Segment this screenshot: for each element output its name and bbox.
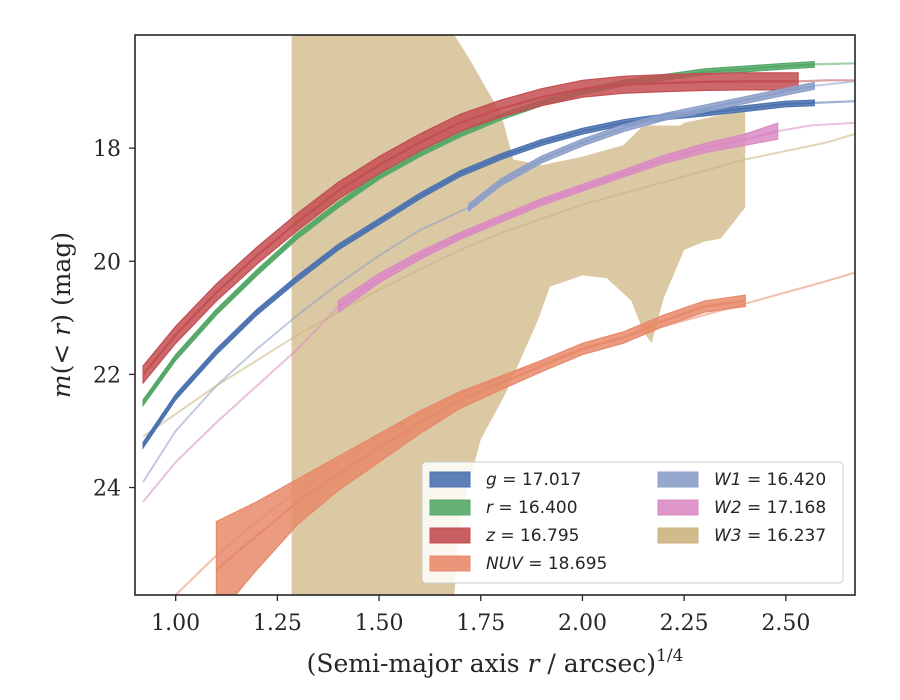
legend-frame xyxy=(421,461,844,584)
legend-item-z: z = 16.795 xyxy=(429,526,579,546)
legend-swatch xyxy=(657,499,699,516)
y-axis-title: m(< r) (mag) xyxy=(47,232,76,398)
legend-label: W1 = 16.420 xyxy=(714,470,826,490)
legend-item-g: g = 17.017 xyxy=(429,470,581,490)
legend-swatch xyxy=(429,555,471,572)
y-tick-label: 24 xyxy=(93,477,121,502)
profile-band-w1 xyxy=(468,81,815,213)
legend-label: NUV = 18.695 xyxy=(486,554,607,574)
fit-line-g xyxy=(814,100,855,104)
x-tick-label: 1.25 xyxy=(253,611,302,636)
band-w3 xyxy=(291,35,746,595)
legend-item-w1: W1 = 16.420 xyxy=(657,470,826,490)
x-tick-label: 2.50 xyxy=(761,611,810,636)
x-axis: 1.00 1.25 1.50 1.75 2.00 2.25 2.50 xyxy=(151,595,810,636)
profile-line-r xyxy=(142,63,815,404)
x-tick-label: 1.75 xyxy=(456,611,505,636)
x-axis-title: (Semi-major axis r / arcsec)1/4 xyxy=(307,646,684,678)
plot-frame xyxy=(134,34,856,596)
legend-label: z = 16.795 xyxy=(485,526,579,546)
fit-line-r xyxy=(814,62,855,66)
legend-item-r: r = 16.400 xyxy=(429,498,578,518)
legend-swatch xyxy=(657,471,699,488)
profile-line-w1 xyxy=(467,84,815,209)
legend-item-w2: W2 = 17.168 xyxy=(657,498,826,518)
profile-line-nuv xyxy=(215,299,746,571)
fit-line-w3 xyxy=(142,133,855,438)
y-tick-label: 18 xyxy=(93,137,121,162)
legend-label: W3 = 16.237 xyxy=(714,526,826,546)
legend-swatch xyxy=(657,527,699,544)
profile-line-w2 xyxy=(337,130,778,308)
profile-line-g xyxy=(142,101,815,446)
x-tick-label: 1.50 xyxy=(355,611,404,636)
legend-item-nuv: NUV = 18.695 xyxy=(429,554,607,574)
legend-swatch xyxy=(429,471,471,488)
legend-label: W2 = 17.168 xyxy=(714,498,826,518)
legend-label: r = 16.400 xyxy=(486,498,578,518)
profile-line-z xyxy=(142,80,799,376)
y-axis: 18 20 22 24 xyxy=(93,137,135,502)
y-tick-label: 20 xyxy=(93,250,121,275)
y-tick-label: 22 xyxy=(93,363,121,388)
profile-band-nuv xyxy=(215,294,746,595)
legend-label: g = 17.017 xyxy=(486,470,581,490)
legend: g = 17.017 r = 16.400 z = 16.795 NUV = 18.6… xyxy=(421,461,844,584)
fit-line-z xyxy=(798,79,855,83)
x-tick-label: 1.00 xyxy=(151,611,200,636)
x-tick-label: 2.00 xyxy=(558,611,607,636)
profile-band-g xyxy=(142,99,815,450)
legend-swatch xyxy=(429,527,471,544)
plot-area xyxy=(142,35,855,595)
legend-swatch xyxy=(429,499,471,516)
x-tick-label: 2.25 xyxy=(660,611,709,636)
legend-item-w3: W3 = 16.237 xyxy=(657,526,826,546)
